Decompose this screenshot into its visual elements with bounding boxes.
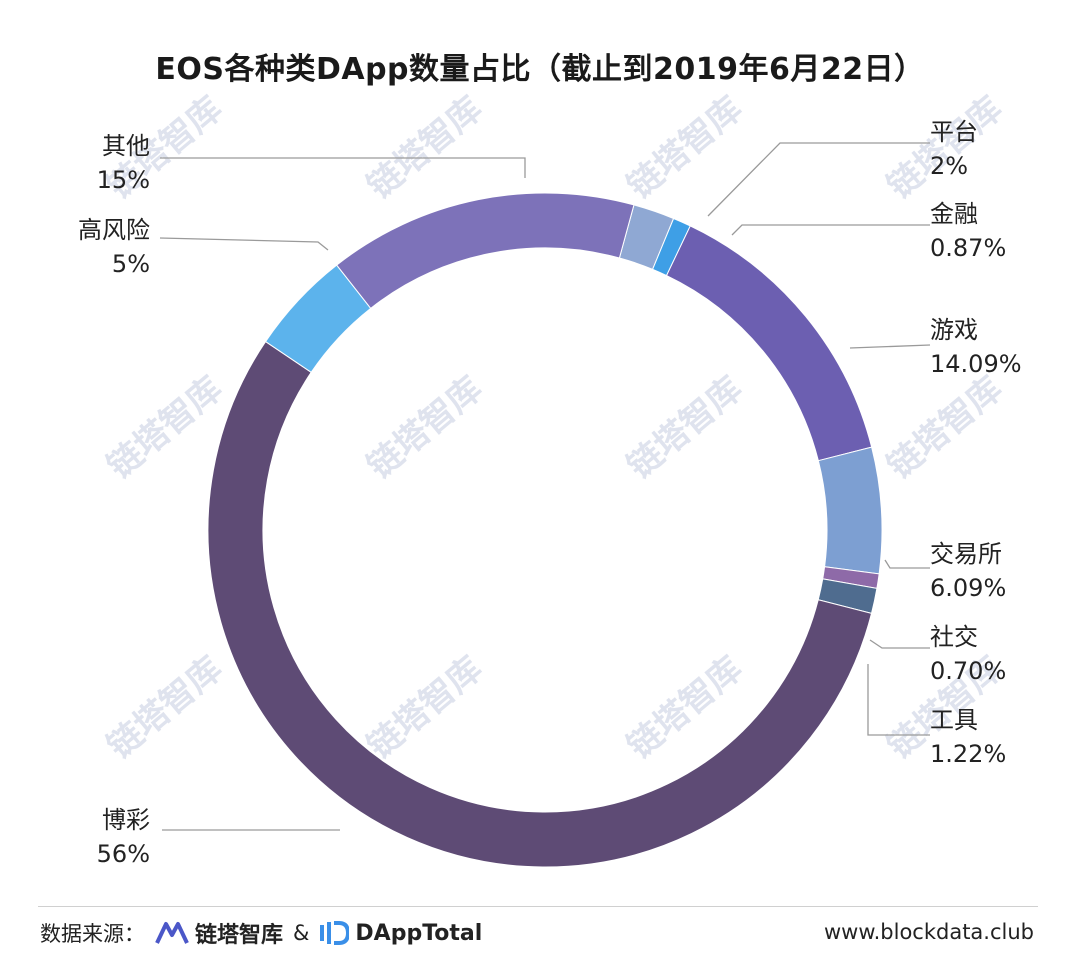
chart-title: EOS各种类DApp数量占比（截止到2019年6月22日） [155,52,925,87]
watermark-text: 链塔智库 [360,369,490,487]
source-label: 数据来源： [40,922,145,946]
slice-category-label: 其他 [102,132,150,160]
slice-value-label: 14.09% [930,350,1022,378]
donut-slices [207,192,883,868]
slice-category-label: 社交 [930,623,978,651]
leader-line [159,237,329,251]
brand-blockdata-text: 链塔智库 [195,923,284,948]
leader-line [849,344,931,349]
slice-value-label: 1.22% [930,740,1006,768]
leader-line [731,224,930,236]
watermark-text: 链塔智库 [880,369,1010,487]
slice-value-label: 56% [97,840,150,868]
dapptotal-logo-icon [320,921,350,945]
leader-line [869,639,930,649]
blockdata-logo-icon [155,922,189,944]
watermark-text: 链塔智库 [360,649,490,767]
slice-category-label: 高风险 [78,216,150,244]
slice-category-label: 博彩 [102,806,150,834]
watermark-text: 链塔智库 [360,89,490,207]
footer-source: 数据来源： 链塔智库 & DAppTotal [40,917,482,949]
website-url: www.blockdata.club [824,920,1034,944]
slice-category-label: 交易所 [930,540,1002,568]
donut-slice [817,446,883,575]
slice-value-label: 6.09% [930,574,1006,602]
leader-line [867,664,930,736]
slice-value-label: 0.70% [930,657,1006,685]
slice-category-label: 金融 [930,200,978,228]
brand-dapptotal: DAppTotal [319,921,482,946]
leader-line [884,559,930,569]
slice-category-label: 工具 [930,706,978,734]
footer-divider [38,906,1038,907]
watermark-text: 链塔智库 [620,369,750,487]
brand-dapptotal-text: DAppTotal [355,920,483,946]
slice-category-label: 平台 [930,118,978,146]
slice-value-label: 2% [930,152,968,180]
slice-value-label: 5% [112,250,150,278]
leader-line [707,142,930,217]
watermark-text: 链塔智库 [100,369,230,487]
donut-slice [335,192,635,310]
slice-value-label: 0.87% [930,234,1006,262]
leader-line [160,157,526,178]
ampersand: & [293,921,310,945]
brand-blockdata: 链塔智库 [155,917,283,949]
watermark-text: 链塔智库 [620,89,750,207]
donut-slice [207,340,873,868]
slice-value-label: 15% [97,166,150,194]
slice-category-label: 游戏 [930,316,978,344]
watermark-text: 链塔智库 [880,89,1010,207]
watermark-text: 链塔智库 [100,649,230,767]
slice-labels: 平台 2% 金融 0.87% 游戏 14.09% 交易所 6.09% 社交 0.70% 工具 1.22… [78,118,1022,868]
